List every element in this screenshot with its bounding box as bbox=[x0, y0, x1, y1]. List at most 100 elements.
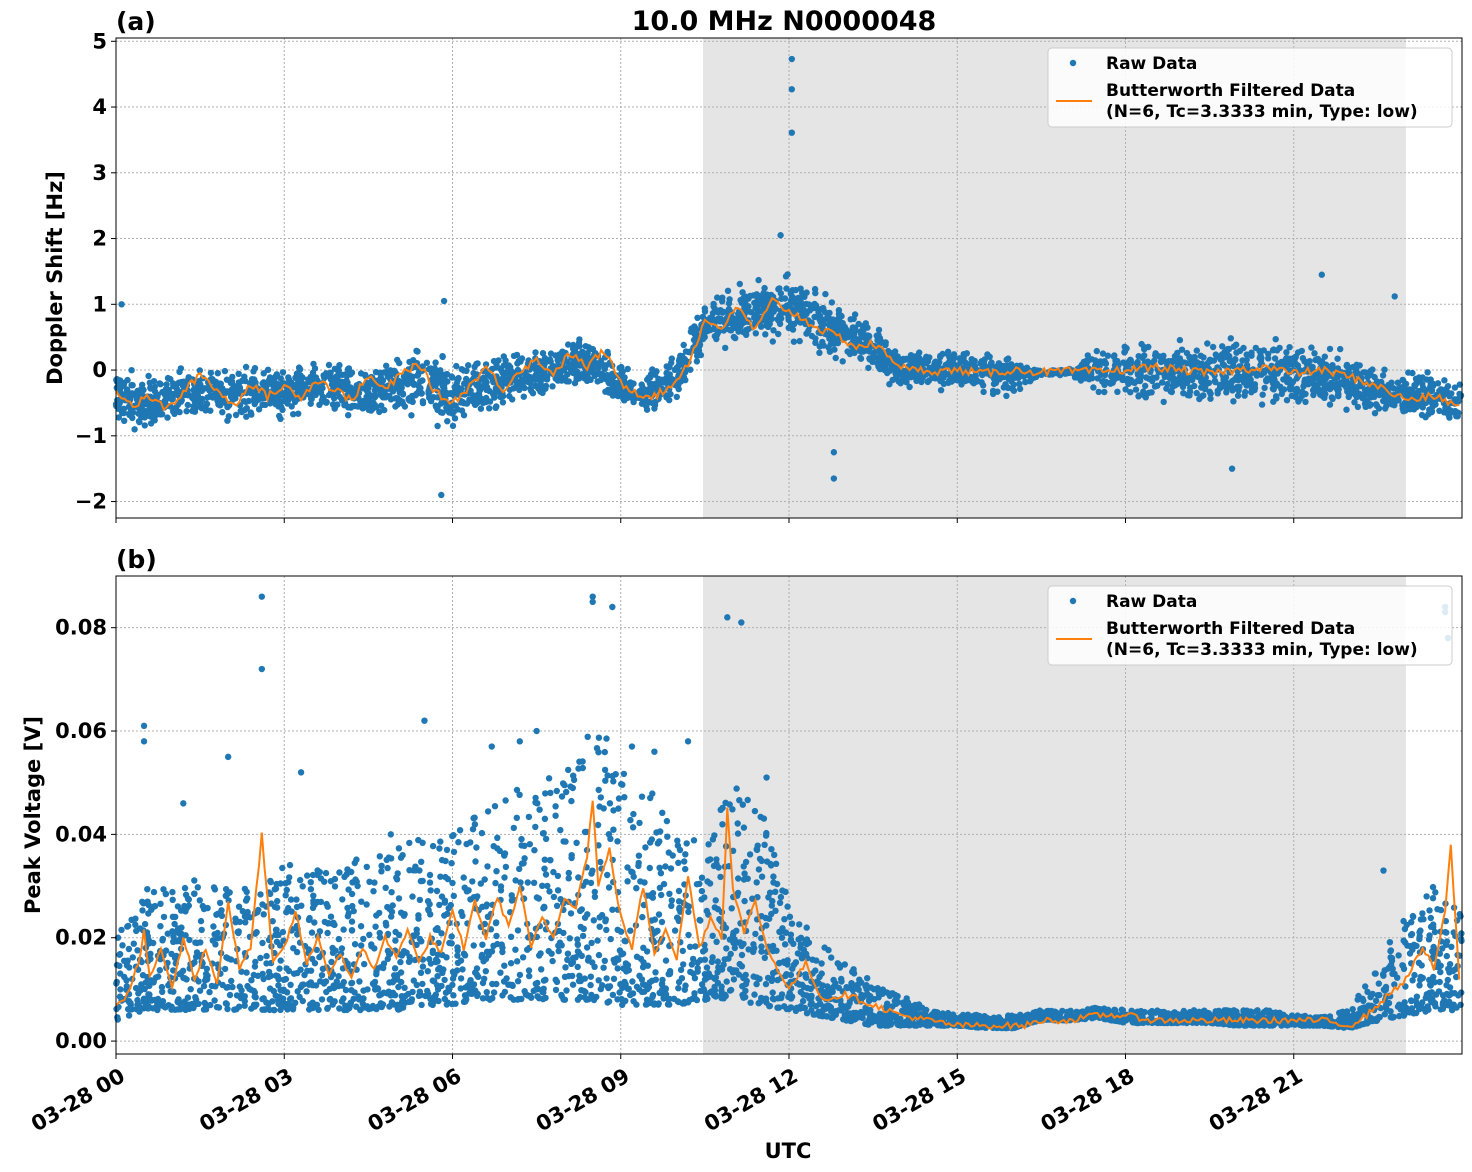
raw-data-point bbox=[423, 359, 431, 366]
raw-data-point bbox=[535, 385, 542, 392]
raw-data-point bbox=[290, 411, 297, 418]
y-axis-label: Doppler Shift [Hz] bbox=[43, 171, 67, 385]
raw-data-point bbox=[216, 402, 224, 409]
raw-data-point bbox=[216, 899, 224, 907]
raw-data-point bbox=[1142, 382, 1149, 390]
raw-data-point bbox=[283, 886, 290, 894]
raw-data-point bbox=[866, 348, 873, 355]
raw-data-point bbox=[204, 394, 211, 401]
raw-data-point bbox=[151, 383, 158, 391]
raw-data-point bbox=[1399, 376, 1406, 384]
raw-data-point bbox=[397, 969, 405, 976]
raw-data-point bbox=[129, 954, 136, 961]
raw-data-point bbox=[770, 873, 777, 880]
raw-data-point bbox=[776, 320, 784, 328]
raw-data-point bbox=[614, 965, 621, 972]
raw-data-point bbox=[450, 892, 457, 900]
raw-data-point bbox=[736, 280, 743, 288]
raw-data-point bbox=[696, 916, 703, 924]
raw-data-point bbox=[440, 382, 448, 389]
raw-data-point bbox=[1003, 384, 1011, 391]
raw-data-point bbox=[1326, 345, 1334, 353]
raw-data-point bbox=[737, 323, 744, 330]
raw-data-point bbox=[1436, 407, 1443, 414]
raw-data-point bbox=[1073, 374, 1081, 381]
raw-data-point bbox=[438, 400, 445, 407]
raw-data-point bbox=[752, 313, 759, 320]
raw-data-point bbox=[1084, 357, 1092, 365]
raw-data-point bbox=[1229, 387, 1236, 394]
raw-data-point bbox=[1345, 363, 1352, 371]
raw-data-point bbox=[417, 969, 425, 976]
raw-data-outlier bbox=[440, 297, 448, 305]
raw-data-point bbox=[929, 374, 936, 381]
raw-data-point bbox=[502, 357, 509, 364]
raw-data-point bbox=[1219, 343, 1226, 350]
raw-data-point bbox=[1240, 379, 1248, 386]
raw-data-point bbox=[1236, 383, 1243, 390]
raw-data-point bbox=[228, 977, 235, 985]
raw-data-point bbox=[149, 402, 156, 410]
raw-data-point bbox=[1092, 357, 1099, 364]
raw-data-point bbox=[812, 289, 819, 297]
raw-data-point bbox=[701, 308, 709, 315]
raw-data-point bbox=[494, 834, 501, 841]
raw-data-point bbox=[587, 879, 595, 887]
raw-data-point bbox=[624, 878, 631, 885]
raw-data-point bbox=[232, 919, 239, 926]
raw-data-point bbox=[988, 359, 995, 366]
raw-data-point bbox=[894, 353, 901, 360]
raw-data-point bbox=[1364, 391, 1371, 398]
raw-data-point bbox=[1292, 394, 1300, 401]
raw-data-point bbox=[569, 981, 577, 988]
raw-data-point bbox=[1283, 397, 1291, 404]
raw-data-point bbox=[1160, 398, 1167, 406]
raw-data-point bbox=[789, 326, 797, 333]
raw-data-point bbox=[762, 832, 770, 839]
raw-data-outlier bbox=[1391, 293, 1398, 300]
raw-data-point bbox=[388, 369, 395, 376]
raw-data-point bbox=[221, 367, 229, 375]
raw-data-point bbox=[263, 952, 270, 960]
raw-data-point bbox=[1168, 388, 1176, 396]
raw-data-point bbox=[1299, 355, 1307, 362]
raw-data-point bbox=[145, 412, 152, 419]
raw-data-point bbox=[566, 935, 573, 942]
raw-data-point bbox=[260, 370, 267, 377]
raw-data-point bbox=[457, 985, 464, 992]
raw-data-point bbox=[656, 864, 663, 871]
raw-data-point bbox=[673, 364, 681, 371]
raw-data-point bbox=[687, 328, 695, 335]
raw-data-point bbox=[1207, 357, 1214, 365]
raw-data-point bbox=[553, 787, 560, 795]
raw-data-point bbox=[1265, 350, 1272, 358]
raw-data-point bbox=[463, 400, 471, 407]
raw-data-point bbox=[742, 328, 750, 335]
raw-data-point bbox=[755, 276, 762, 284]
raw-data-point bbox=[896, 358, 904, 365]
raw-data-point bbox=[647, 374, 654, 381]
raw-data-point bbox=[1227, 335, 1235, 342]
raw-data-point bbox=[419, 398, 427, 405]
raw-data-point bbox=[490, 989, 498, 996]
raw-data-point bbox=[574, 963, 581, 971]
raw-data-point bbox=[455, 839, 462, 846]
raw-data-point bbox=[1354, 403, 1362, 411]
raw-data-point bbox=[590, 367, 597, 374]
raw-data-outlier bbox=[830, 449, 838, 456]
raw-data-point bbox=[238, 408, 245, 416]
raw-data-point bbox=[786, 913, 794, 920]
raw-data-point bbox=[277, 415, 284, 422]
raw-data-point bbox=[260, 379, 267, 386]
raw-data-point bbox=[325, 361, 333, 369]
raw-data-point bbox=[939, 350, 946, 358]
raw-data-point bbox=[402, 373, 409, 381]
raw-data-point bbox=[713, 938, 720, 945]
raw-data-point bbox=[1125, 361, 1133, 368]
raw-data-point bbox=[1351, 399, 1358, 406]
raw-data-point bbox=[1335, 386, 1342, 393]
raw-data-point bbox=[543, 376, 551, 383]
raw-data-point bbox=[719, 821, 726, 828]
raw-data-point bbox=[552, 986, 560, 994]
